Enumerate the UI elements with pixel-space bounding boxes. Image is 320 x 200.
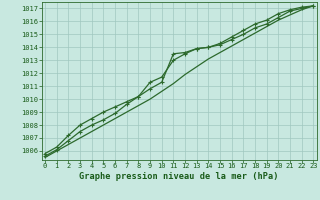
- X-axis label: Graphe pression niveau de la mer (hPa): Graphe pression niveau de la mer (hPa): [79, 172, 279, 181]
